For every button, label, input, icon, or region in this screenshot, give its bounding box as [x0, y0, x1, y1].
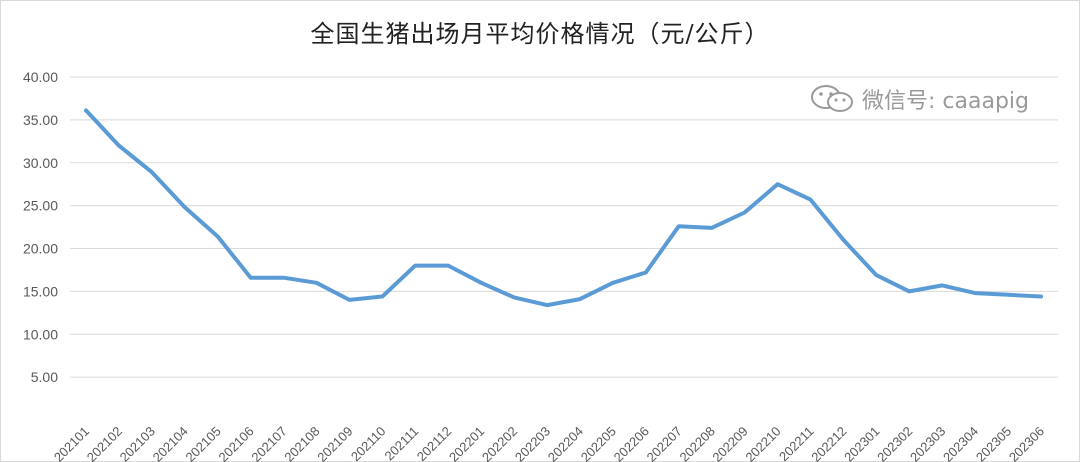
y-tick-label: 30.00 — [23, 155, 58, 171]
y-tick-label: 10.00 — [23, 326, 58, 342]
watermark: 微信号: caaapig — [808, 82, 1029, 116]
y-tick-label: 40.00 — [23, 69, 58, 85]
y-tick-label: 20.00 — [23, 241, 58, 257]
watermark-text: 微信号: caaapig — [862, 89, 1029, 114]
y-tick-label: 25.00 — [23, 198, 58, 214]
chart-title: 全国生猪出场月平均价格情况（元/公斤） — [310, 20, 770, 48]
x-tick-label: 202110 — [348, 424, 389, 462]
y-tick-label: 15.00 — [23, 283, 58, 299]
wechat-icon — [811, 85, 853, 112]
y-tick-label: 35.00 — [23, 112, 58, 128]
x-tick-label: 202306 — [1006, 424, 1047, 462]
y-tick-label: 5.00 — [31, 369, 58, 385]
series-line — [84, 108, 1043, 308]
